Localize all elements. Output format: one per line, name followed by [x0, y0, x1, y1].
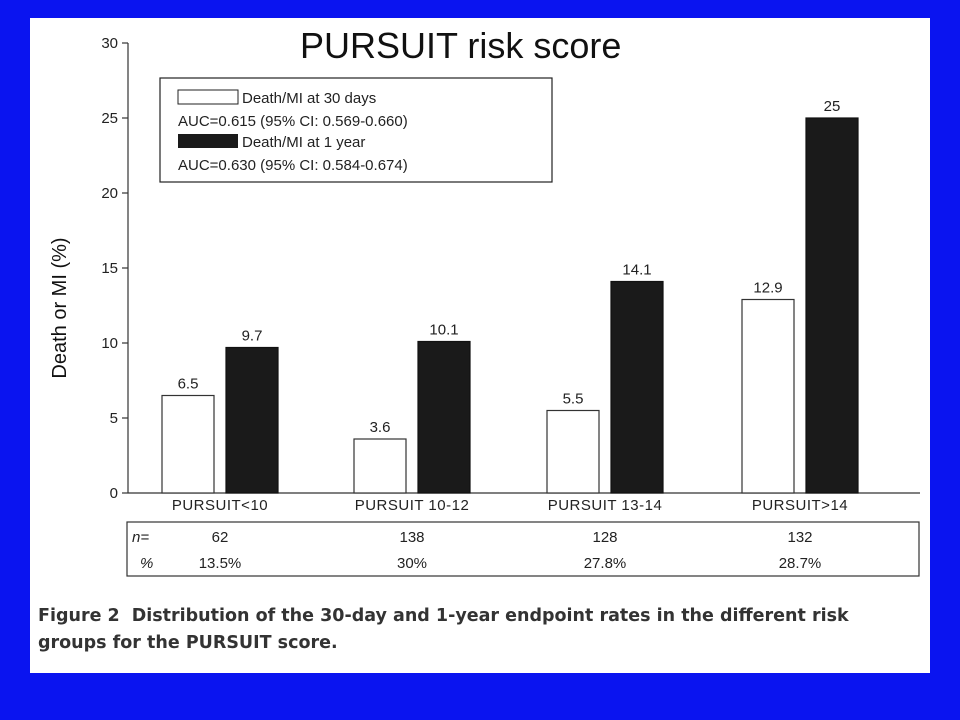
legend-label-30-days: Death/MI at 30 days [242, 90, 376, 107]
y-tick-label: 10 [101, 335, 118, 352]
bar-1-year [610, 280, 664, 494]
y-tick-label: 15 [101, 260, 118, 277]
data-table-box [126, 521, 920, 577]
bar-1-year [225, 346, 279, 494]
bar-value-label: 3.6 [370, 419, 391, 436]
bar-value-label: 25 [824, 98, 841, 115]
legend-auc-30-days: AUC=0.615 (95% CI: 0.569-0.660) [178, 113, 408, 130]
table-cell-n: 62 [212, 529, 229, 546]
figure-caption: Figure 2 Distribution of the 30-day and 1… [38, 603, 918, 657]
table-cell-n: 138 [399, 529, 424, 546]
bar-1-year [805, 117, 859, 494]
y-tick-label: 20 [101, 185, 118, 202]
bar-value-label: 5.5 [563, 391, 584, 408]
x-category-label: PURSUIT>14 [752, 497, 848, 514]
bar-30-days [353, 438, 407, 494]
legend: Death/MI at 30 days AUC=0.615 (95% CI: 0… [159, 77, 553, 183]
table-cell-pct: 30% [397, 555, 427, 572]
table-row-label-pct: % [140, 555, 153, 572]
bar-value-label: 14.1 [622, 262, 651, 279]
bar-value-label: 12.9 [753, 280, 782, 297]
bar-30-days [741, 298, 795, 494]
bars-group: 6.5 3.6 5.5 12.9 9.7 10.1 14.1 25 [161, 98, 859, 494]
table-cell-n: 128 [592, 529, 617, 546]
bar-1-year [417, 340, 471, 494]
table-cell-pct: 27.8% [584, 555, 627, 572]
bar-30-days [161, 394, 215, 494]
legend-auc-1-year: AUC=0.630 (95% CI: 0.584-0.674) [178, 157, 408, 174]
figure-number: Figure 2 [38, 606, 120, 626]
x-category-label: PURSUIT<10 [172, 497, 268, 514]
x-axis-labels: PURSUIT<10 PURSUIT 10-12 PURSUIT 13-14 PURS… [172, 497, 848, 514]
bar-value-label: 9.7 [242, 328, 263, 345]
legend-swatch-30-days [177, 89, 239, 105]
bar-value-label: 10.1 [429, 322, 458, 339]
y-axis-label: Death or MI (%) [49, 237, 71, 378]
legend-label-1-year: Death/MI at 1 year [242, 134, 365, 151]
table-cell-pct: 28.7% [779, 555, 822, 572]
data-table: n= % 62 138 128 132 13.5% 30% 27.8% 28.7% [126, 521, 920, 577]
x-category-label: PURSUIT 10-12 [355, 497, 470, 514]
x-category-label: PURSUIT 13-14 [548, 497, 663, 514]
table-row-label-n: n= [132, 529, 149, 546]
bar-value-label: 6.5 [178, 376, 199, 393]
figure-card: PURSUIT risk score Death or MI (%) 0 5 10 1… [30, 18, 930, 673]
bar-chart: PURSUIT risk score Death or MI (%) 0 5 10 1… [49, 25, 920, 577]
chart-title: PURSUIT risk score [300, 25, 621, 66]
table-cells: 62 138 128 132 13.5% 30% 27.8% 28.7% [199, 529, 822, 572]
y-tick-label: 0 [110, 485, 118, 502]
y-tick-label: 30 [101, 35, 118, 52]
y-tick-label: 25 [101, 110, 118, 127]
table-cell-pct: 13.5% [199, 555, 242, 572]
legend-swatch-1-year [178, 134, 238, 148]
bar-30-days [546, 409, 600, 494]
caption-text: Distribution of the 30-day and 1-year en… [38, 606, 849, 653]
y-tick-label: 5 [110, 410, 118, 427]
table-cell-n: 132 [787, 529, 812, 546]
